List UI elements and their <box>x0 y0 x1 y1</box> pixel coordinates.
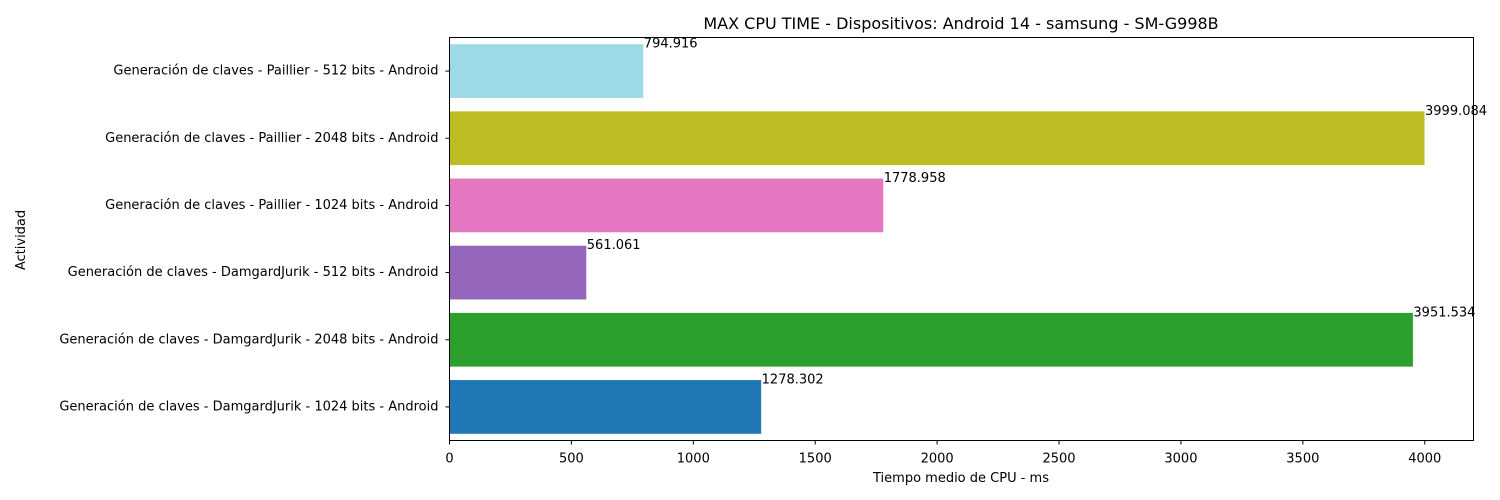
bar <box>449 178 884 233</box>
x-axis-title: Tiempo medio de CPU - ms <box>872 471 1049 486</box>
bar <box>449 245 587 300</box>
bar <box>449 312 1413 367</box>
x-tick-label: 3500 <box>1286 452 1319 467</box>
data-label: 561.061 <box>587 238 641 253</box>
x-tick-label: 4000 <box>1408 452 1441 467</box>
y-tick-label: Generación de claves - Paillier - 512 bi… <box>113 64 438 79</box>
x-tick-label: 1500 <box>799 452 832 467</box>
y-tick-label: Generación de claves - DamgardJurik - 10… <box>59 399 438 414</box>
data-label: 794.916 <box>644 37 698 52</box>
chart-title: MAX CPU TIME - Dispositivos: Android 14 … <box>703 14 1218 33</box>
x-tick-label: 0 <box>445 452 453 467</box>
x-tick-label: 3000 <box>1164 452 1197 467</box>
y-tick-label: Generación de claves - DamgardJurik - 20… <box>59 332 438 347</box>
bar <box>449 111 1425 166</box>
data-labels-layer: 1278.302 3951.534 561.061 1778.958 3999.084 7… <box>587 37 1487 388</box>
data-label: 1278.302 <box>762 372 824 387</box>
y-axis: Generación de claves - DamgardJurik - 10… <box>59 64 450 414</box>
y-tick-label: Generación de claves - DamgardJurik - 51… <box>68 265 439 280</box>
bars-layer <box>449 44 1425 434</box>
x-tick-label: 500 <box>559 452 584 467</box>
x-tick-label: 2500 <box>1042 452 1075 467</box>
data-label: 3951.534 <box>1413 305 1475 320</box>
y-tick-label: Generación de claves - Paillier - 1024 b… <box>105 198 438 213</box>
y-axis-title: Actividad <box>14 210 29 270</box>
x-tick-label: 1000 <box>677 452 710 467</box>
data-label: 1778.958 <box>884 171 946 186</box>
y-tick-label: Generación de claves - Paillier - 2048 b… <box>105 131 438 146</box>
bar <box>449 380 762 434</box>
plot-frame <box>449 37 1474 441</box>
x-tick-label: 2000 <box>921 452 954 467</box>
data-label: 3999.084 <box>1425 104 1487 119</box>
bar <box>449 44 644 98</box>
x-axis: 0 500 1000 1500 2000 2500 3000 3500 4000 <box>445 440 1441 467</box>
